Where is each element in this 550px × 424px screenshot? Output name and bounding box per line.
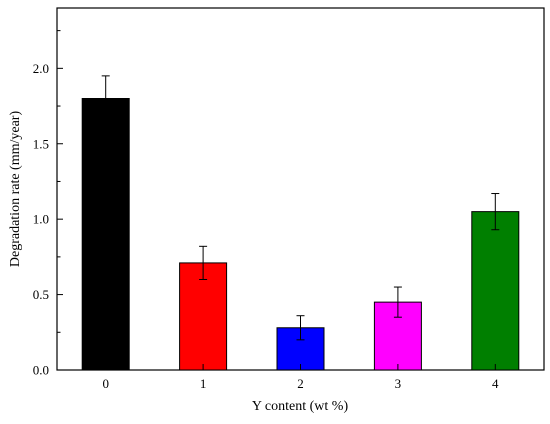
x-tick-label: 0 bbox=[102, 376, 109, 391]
error-bar-0 bbox=[101, 75, 110, 122]
y-tick-label: 0.0 bbox=[33, 363, 49, 378]
bar-1 bbox=[179, 262, 228, 371]
error-bar-4 bbox=[491, 193, 500, 231]
bar-4 bbox=[471, 211, 520, 371]
y-tick-label: 1.5 bbox=[33, 136, 49, 151]
x-tick-label: 2 bbox=[297, 376, 304, 391]
x-axis-label: Y content (wt %) bbox=[252, 399, 349, 414]
ticks-layer: 0.0 0.5 1.0 1.5 2.0 0 1 2 3 4 bbox=[33, 30, 499, 391]
x-tick-label: 3 bbox=[395, 376, 402, 391]
x-tick-label: 4 bbox=[492, 376, 499, 391]
y-tick-label: 2.0 bbox=[33, 61, 49, 76]
error-bar-3 bbox=[393, 286, 402, 318]
error-bar-1 bbox=[199, 245, 208, 280]
x-tick-label: 1 bbox=[200, 376, 207, 391]
y-axis-label: Degradation rate (mm/year) bbox=[8, 111, 23, 268]
bar-0 bbox=[81, 98, 130, 371]
error-bar-2 bbox=[296, 315, 305, 341]
y-tick-label: 0.5 bbox=[33, 287, 49, 302]
y-tick-label: 1.0 bbox=[33, 212, 49, 227]
error-bars-layer bbox=[101, 75, 500, 341]
